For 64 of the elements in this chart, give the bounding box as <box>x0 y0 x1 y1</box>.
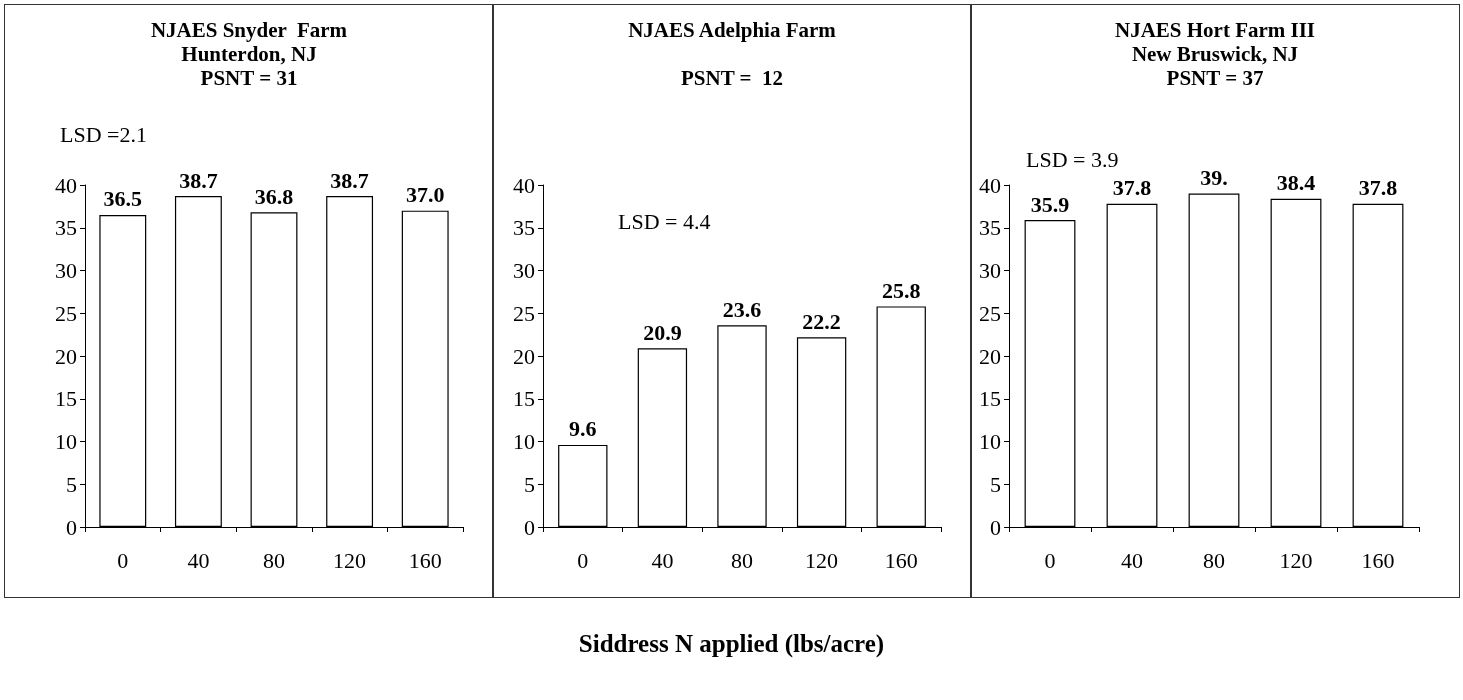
y-tick-label: 25 <box>513 300 535 326</box>
y-tick-label: 30 <box>979 258 1001 283</box>
y-tick-label: 15 <box>513 386 535 412</box>
y-tick-label: 40 <box>55 172 77 198</box>
text: LSD =2.1 <box>60 121 147 147</box>
data-label: 22.2 <box>802 308 841 334</box>
y-tick-label: 35 <box>513 215 535 241</box>
y-tick-label: 25 <box>979 300 1001 326</box>
y-tick-label: 20 <box>979 343 1001 369</box>
chart-title: NJAES Hort Farm III New Bruswick, NJ PSNT = 37 <box>1114 18 1316 90</box>
x-axis-title: Siddress N applied (lbs/acre) <box>577 630 886 658</box>
y-tick-label: 40 <box>979 172 1001 198</box>
y-tick-label: 0 <box>524 514 535 540</box>
data-label: 37.0 <box>405 182 445 208</box>
data-label: 38.4 <box>1276 170 1316 196</box>
y-tick-label: 0 <box>66 514 77 540</box>
y-tick-label: 25 <box>55 300 77 326</box>
y-tick-label: 10 <box>513 429 535 454</box>
x-tick-label: 0 <box>117 547 129 573</box>
x-tick-label: 80 <box>263 547 285 573</box>
y-tick-label: 15 <box>55 386 77 412</box>
y-tick-label: 35 <box>55 215 77 241</box>
x-tick-label: 160 <box>408 547 442 573</box>
x-tick-label: 0 <box>1044 547 1056 573</box>
data-label: 20.9 <box>643 319 682 345</box>
x-tick-label: 40 <box>187 547 210 573</box>
x-tick-label: 40 <box>1121 547 1143 573</box>
y-tick-label: 40 <box>513 172 535 198</box>
data-label: 36.5 <box>103 186 143 212</box>
x-tick-label: 0 <box>577 547 589 573</box>
data-label: 9.6 <box>569 416 597 442</box>
x-tick-label: 160 <box>1361 547 1395 573</box>
x-tick-label: 160 <box>884 547 918 573</box>
data-label: 37.8 <box>1112 175 1152 201</box>
y-tick-label: 5 <box>524 471 535 497</box>
data-label: 38.7 <box>330 167 369 193</box>
y-tick-label: 10 <box>55 429 77 454</box>
data-label: 39. <box>1200 165 1228 191</box>
data-label: 35.9 <box>1030 191 1070 217</box>
y-tick-label: 20 <box>513 343 535 369</box>
chart-title: NJAES Snyder Farm Hunterdon, NJ PSNT = 31 <box>150 18 348 90</box>
x-tick-label: 80 <box>1203 547 1225 573</box>
x-tick-label: 40 <box>651 547 674 573</box>
data-label: 37.8 <box>1358 175 1398 201</box>
y-tick-label: 35 <box>979 215 1001 241</box>
text: LSD = 3.9 <box>1026 146 1119 172</box>
annotation: LSD = 4.4 <box>618 208 711 234</box>
x-tick-label: 120 <box>805 547 839 573</box>
data-label: 38.7 <box>179 167 218 193</box>
data-label: 25.8 <box>881 277 921 303</box>
x-tick-label: 120 <box>333 547 367 573</box>
chart-title: NJAES Adelphia Farm PSNT = 12 <box>628 18 837 90</box>
y-tick-label: 5 <box>990 471 1001 497</box>
x-tick-label: 80 <box>731 547 753 573</box>
y-tick-label: 15 <box>979 386 1001 412</box>
y-tick-label: 10 <box>979 429 1001 454</box>
y-tick-label: 30 <box>55 258 77 283</box>
y-tick-label: 30 <box>513 258 535 283</box>
y-tick-label: 20 <box>55 343 77 369</box>
y-tick-label: 0 <box>990 514 1001 540</box>
data-label: 23.6 <box>722 296 762 322</box>
x-tick-label: 120 <box>1279 547 1313 573</box>
data-label: 36.8 <box>254 183 294 209</box>
y-tick-label: 5 <box>66 471 77 497</box>
